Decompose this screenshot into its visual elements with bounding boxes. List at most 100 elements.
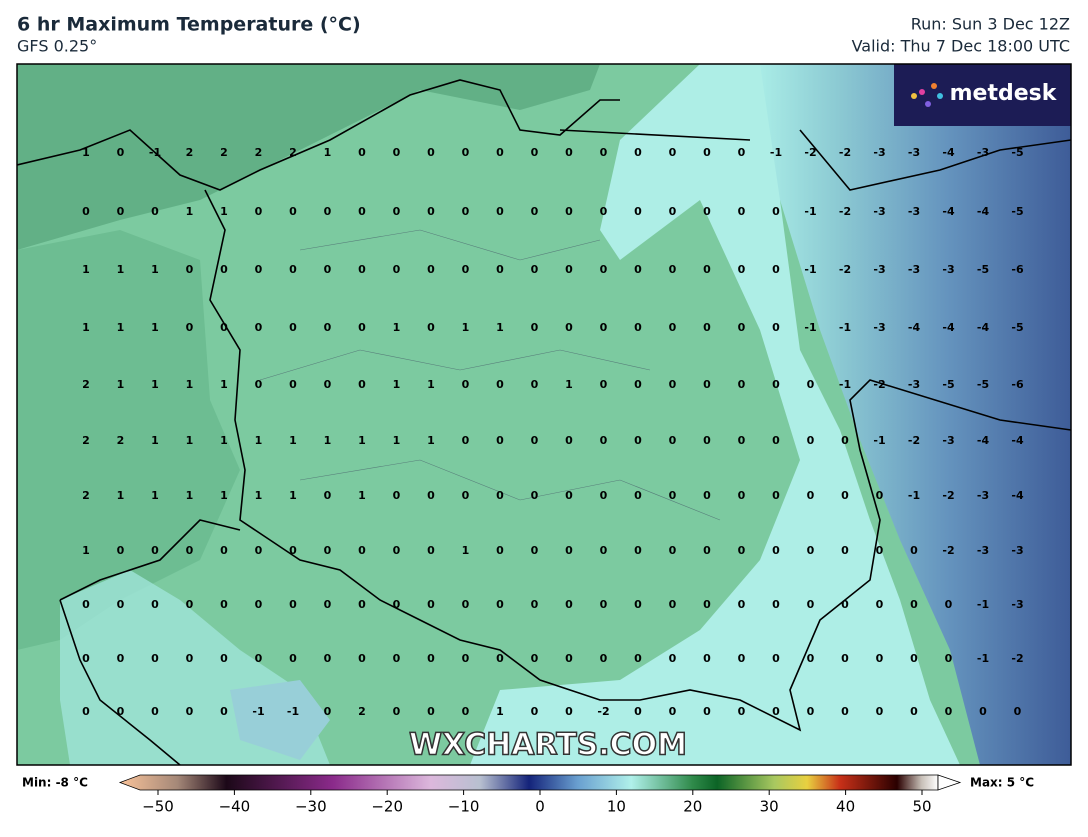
grid-value: 0 (600, 378, 608, 391)
grid-value: -3 (908, 263, 920, 276)
grid-value: 0 (289, 544, 297, 557)
grid-value: -5 (1011, 321, 1023, 334)
grid-value: 0 (393, 544, 401, 557)
grid-value: -1 (839, 378, 851, 391)
grid-value: 0 (324, 598, 332, 611)
grid-value: 0 (634, 705, 642, 718)
grid-value: 0 (151, 205, 159, 218)
grid-value: 0 (807, 544, 815, 557)
grid-value: 0 (738, 544, 746, 557)
grid-value: 0 (876, 489, 884, 502)
grid-value: -3 (1011, 544, 1023, 557)
grid-value: 0 (462, 263, 470, 276)
grid-value: 0 (669, 146, 677, 159)
grid-value: 0 (151, 544, 159, 557)
grid-value: 0 (324, 705, 332, 718)
grid-value: 0 (531, 205, 539, 218)
watermark: WXCHARTS.COM (409, 728, 687, 763)
grid-value: 0 (358, 652, 366, 665)
value-grid: 1 0 -1 2 2 2 2 1 0 0 0 0 0 0 0 0 0 0 0 0 -1 -2 -2 -3 -3 -4 -3 -5 0 0 0… (82, 146, 1024, 718)
grid-value: -2 (942, 544, 954, 557)
grid-value: 1 (220, 434, 228, 447)
colorbar: Min: -8 °C Max: 5 °C −50 −40 −30 −20 −10 0 10 2… (22, 774, 1034, 816)
grid-value: 0 (634, 263, 642, 276)
grid-value: 1 (82, 544, 90, 557)
grid-value: 0 (669, 705, 677, 718)
colorbar-max: Max: 5 °C (970, 776, 1034, 790)
grid-value: 0 (841, 489, 849, 502)
grid-value: -1 (804, 321, 816, 334)
grid-value: 0 (772, 434, 780, 447)
grid-value: -5 (942, 378, 954, 391)
grid-value: 2 (186, 146, 194, 159)
grid-value: -3 (977, 544, 989, 557)
grid-value: 0 (531, 378, 539, 391)
grid-value: 1 (289, 434, 297, 447)
grid-value: 1 (427, 434, 435, 447)
grid-value: 0 (255, 598, 263, 611)
grid-value: 0 (565, 544, 573, 557)
grid-value: 0 (220, 544, 228, 557)
grid-value: 1 (151, 321, 159, 334)
grid-value: 0 (669, 321, 677, 334)
grid-value: 0 (841, 705, 849, 718)
grid-value: 0 (427, 652, 435, 665)
grid-value: 0 (807, 652, 815, 665)
colorbar-tick-label: 40 (836, 798, 855, 816)
grid-value: 0 (738, 378, 746, 391)
grid-value: 0 (807, 705, 815, 718)
grid-value: 1 (151, 263, 159, 276)
grid-value: 0 (634, 598, 642, 611)
grid-value: 0 (738, 705, 746, 718)
grid-value: 0 (600, 263, 608, 276)
grid-value: -4 (908, 321, 921, 334)
grid-value: 0 (531, 598, 539, 611)
grid-value: 1 (186, 378, 194, 391)
colorbar-tick-label: 20 (683, 798, 702, 816)
grid-value: 0 (255, 205, 263, 218)
grid-value: 0 (531, 146, 539, 159)
grid-value: 0 (186, 598, 194, 611)
grid-value: 1 (324, 434, 332, 447)
grid-value: -6 (1011, 263, 1024, 276)
colorbar-tick-label: −30 (295, 798, 327, 816)
grid-value: 0 (738, 205, 746, 218)
grid-value: 0 (186, 544, 194, 557)
grid-value: -2 (804, 146, 816, 159)
colorbar-bar (118, 774, 939, 791)
grid-value: -3 (873, 263, 885, 276)
grid-value: 0 (910, 705, 918, 718)
grid-value: 0 (1014, 705, 1022, 718)
grid-value: 0 (703, 378, 711, 391)
grid-value: 0 (669, 598, 677, 611)
grid-value: -2 (839, 205, 851, 218)
grid-value: 0 (358, 321, 366, 334)
grid-value: 0 (186, 652, 194, 665)
grid-value: 0 (255, 544, 263, 557)
grid-value: -4 (1011, 434, 1024, 447)
grid-value: 0 (393, 205, 401, 218)
colorbar-tick-label: 10 (607, 798, 626, 816)
grid-value: -2 (597, 705, 609, 718)
grid-value: 0 (600, 321, 608, 334)
grid-value: 0 (220, 263, 228, 276)
grid-value: -4 (942, 146, 955, 159)
grid-value: -4 (977, 434, 990, 447)
grid-value: -1 (252, 705, 264, 718)
grid-value: -5 (977, 378, 989, 391)
grid-value: 0 (669, 544, 677, 557)
grid-value: 0 (462, 705, 470, 718)
cold-patch (230, 680, 330, 760)
grid-value: 0 (427, 598, 435, 611)
grid-value: 0 (807, 378, 815, 391)
grid-value: 0 (255, 378, 263, 391)
grid-value: 0 (220, 705, 228, 718)
grid-value: 0 (703, 489, 711, 502)
grid-value: 2 (358, 705, 366, 718)
grid-value: 0 (462, 378, 470, 391)
grid-value: 0 (738, 652, 746, 665)
grid-value: 0 (565, 146, 573, 159)
grid-value: 2 (82, 434, 90, 447)
grid-value: 0 (289, 205, 297, 218)
grid-value: 2 (117, 434, 125, 447)
